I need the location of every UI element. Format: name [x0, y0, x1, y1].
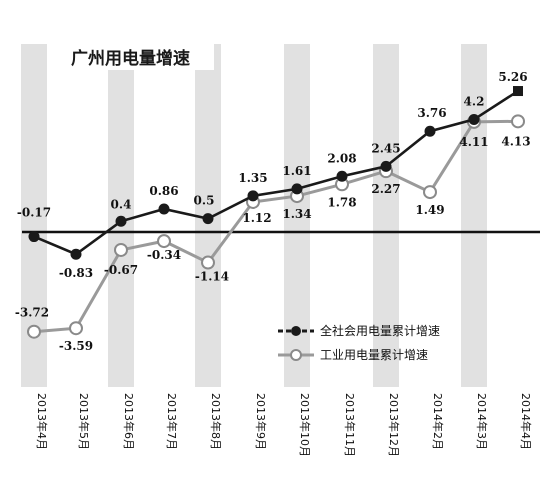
- data-label-industrial: 4.11: [459, 135, 488, 149]
- data-point-total: [336, 170, 348, 182]
- data-point-total: [115, 215, 127, 227]
- data-label-industrial: 2.27: [371, 182, 400, 196]
- data-point-industrial: [201, 255, 215, 270]
- data-point-industrial: [27, 324, 41, 339]
- legend-marker-total: [291, 326, 301, 336]
- x-axis-ticks: 2013年4月 2013年5月 2013年6月 2013年7月 2013年8月 2013年…: [35, 393, 533, 457]
- x-tick-label: 2013年9月: [254, 393, 268, 450]
- legend-item-total: 全社会用电量累计增速: [278, 323, 440, 338]
- data-point-industrial: [423, 185, 437, 200]
- data-label-total: 0.5: [194, 194, 215, 208]
- data-point-total: [247, 190, 259, 202]
- data-point-total: [202, 213, 214, 225]
- data-point-total: [513, 86, 523, 97]
- x-tick-label: 2013年8月: [209, 393, 223, 450]
- x-tick-label: 2013年12月: [387, 393, 401, 457]
- data-label-industrial: 1.34: [282, 207, 311, 221]
- data-point-total: [291, 183, 303, 195]
- data-label-industrial: 1.78: [327, 195, 356, 209]
- series-layer: [27, 86, 525, 339]
- data-label-industrial: 4.13: [501, 134, 530, 148]
- data-point-total: [424, 125, 436, 137]
- data-label-total: 1.35: [238, 171, 267, 185]
- data-label-total: 2.45: [371, 141, 400, 155]
- data-point-industrial: [69, 321, 83, 336]
- data-label-total: 0.4: [111, 197, 132, 211]
- data-point-total: [158, 203, 170, 215]
- data-label-total: 0.86: [149, 184, 178, 198]
- chart-title: 广州用电量增速: [71, 48, 190, 69]
- data-label-total: 3.76: [417, 106, 446, 120]
- x-tick-label: 2013年6月: [122, 393, 136, 450]
- data-label-total: 4.2: [464, 94, 485, 108]
- x-tick-label: 2014年3月: [475, 393, 489, 450]
- data-point-total: [380, 160, 392, 172]
- data-point-industrial: [114, 242, 128, 257]
- data-label-industrial: -0.67: [104, 263, 138, 277]
- x-tick-label: 2013年4月: [35, 393, 49, 450]
- data-point-total: [468, 113, 480, 125]
- data-point-industrial: [157, 234, 171, 249]
- data-label-total: 2.08: [327, 151, 356, 165]
- data-label-total: 5.26: [498, 70, 527, 84]
- x-tick-label: 2013年7月: [165, 393, 179, 450]
- series-line-industrial: [33, 119, 519, 334]
- data-point-total: [28, 231, 40, 243]
- data-label-total: -0.17: [17, 206, 51, 220]
- data-label-total: 1.61: [282, 164, 311, 178]
- data-label-industrial: 1.49: [415, 203, 444, 217]
- grid-band: [461, 44, 487, 387]
- legend-label-total: 全社会用电量累计增速: [320, 323, 440, 338]
- x-tick-label: 2013年10月: [298, 393, 312, 457]
- grid-band: [108, 44, 134, 387]
- x-tick-label: 2013年11月: [343, 393, 357, 457]
- title-background: [66, 44, 214, 70]
- data-point-industrial: [511, 114, 525, 129]
- grid-band: [373, 44, 399, 387]
- legend-label-industrial: 工业用电量累计增速: [320, 348, 428, 362]
- data-point-total: [70, 248, 82, 260]
- legend: 全社会用电量累计增速 工业用电量累计增速: [278, 323, 440, 362]
- x-tick-label: 2013年5月: [77, 393, 91, 450]
- legend-item-industrial: 工业用电量累计增速: [278, 348, 428, 362]
- data-label-industrial: -1.14: [195, 270, 229, 284]
- x-tick-label: 2014年4月: [519, 393, 533, 450]
- legend-marker-industrial: [290, 349, 302, 361]
- data-label-industrial: -3.72: [15, 306, 49, 320]
- data-label-total: -0.83: [59, 266, 93, 280]
- data-label-industrial: -0.34: [147, 248, 181, 262]
- x-tick-label: 2014年2月: [431, 393, 445, 450]
- data-label-industrial: 1.12: [242, 211, 271, 225]
- series-line-total: [33, 89, 519, 256]
- data-label-layer: -0.17 -0.83 0.4 0.86 0.5 1.35 1.61 2.08 2.45 3.76…: [15, 70, 531, 353]
- data-label-industrial: -3.59: [59, 339, 93, 353]
